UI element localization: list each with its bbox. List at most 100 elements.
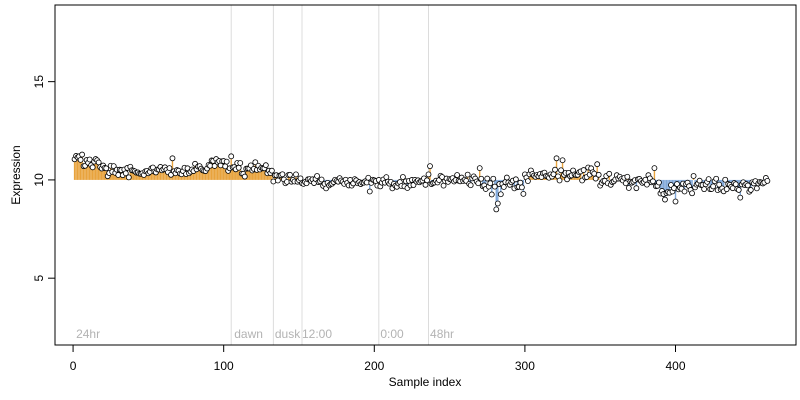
expression-point	[592, 175, 599, 182]
expression-point	[95, 159, 102, 166]
expression-point	[500, 184, 507, 190]
expression-point	[268, 167, 275, 174]
expression-point	[86, 156, 93, 163]
expression-point	[211, 163, 218, 169]
expression-point	[287, 171, 293, 178]
expression-point	[753, 185, 760, 192]
group-label: dusk	[275, 327, 301, 341]
y-axis-label: Expression	[9, 145, 23, 204]
expression-point	[475, 180, 482, 187]
expression-point	[223, 158, 230, 165]
expression-point	[425, 171, 432, 178]
expression-point	[262, 162, 269, 169]
expression-point	[488, 191, 495, 198]
expression-point	[89, 164, 96, 171]
expression-point	[606, 170, 613, 177]
expression-point	[318, 176, 325, 183]
expression-point	[625, 185, 632, 191]
expression-point	[559, 157, 566, 164]
expression-point	[744, 182, 751, 189]
expression-point	[424, 177, 430, 184]
expression-point	[279, 171, 286, 178]
expression-point	[672, 198, 679, 205]
expression-point	[656, 179, 662, 186]
x-tick-label: 200	[364, 359, 384, 373]
group-labels: 24hr dawn dusk 12:00 0:00 48hr	[76, 327, 454, 341]
expression-point	[512, 176, 519, 183]
expression-point	[494, 200, 501, 207]
expression-point	[235, 164, 242, 171]
expression-point	[237, 160, 244, 166]
y-tick-label: 10	[32, 173, 46, 187]
x-axis: 0 100 200 300 400	[70, 344, 686, 373]
expression-point	[241, 173, 248, 180]
expression-point	[293, 171, 299, 178]
expression-point	[166, 165, 173, 172]
group-label: 24hr	[76, 327, 100, 341]
expression-point	[594, 161, 601, 168]
expression-point	[662, 196, 668, 203]
expression-point	[732, 181, 739, 188]
x-tick-label: 100	[214, 359, 234, 373]
expression-point	[77, 156, 84, 163]
expression-point	[125, 174, 132, 181]
group-label: dawn	[234, 327, 263, 341]
expression-point	[705, 176, 712, 183]
expression-point	[503, 174, 510, 181]
expression-point	[467, 182, 474, 189]
expression-point	[737, 194, 744, 201]
y-tick-label: 15	[32, 75, 46, 89]
expression-point	[169, 155, 176, 162]
group-label: 0:00	[380, 327, 404, 341]
expression-point	[681, 188, 688, 195]
expression-point	[493, 206, 500, 213]
expression-point	[427, 163, 433, 170]
expression-point	[580, 167, 587, 173]
expression-point	[484, 175, 491, 182]
expression-point	[454, 172, 461, 178]
expression-point	[491, 183, 498, 190]
expression-point	[103, 165, 110, 172]
expression-point	[595, 171, 602, 178]
expression-point	[643, 181, 650, 188]
expression-point	[651, 165, 658, 172]
expression-point	[314, 173, 320, 179]
expression-point	[722, 176, 729, 183]
expression-point	[764, 177, 771, 184]
expression-point	[228, 153, 235, 160]
expression-point	[400, 174, 406, 180]
expression-point	[487, 180, 494, 187]
expression-point	[747, 187, 754, 193]
expression-point	[497, 191, 504, 198]
expression-point	[464, 171, 471, 178]
x-tick-label: 0	[70, 359, 77, 373]
data-points	[71, 151, 771, 213]
expression-point	[275, 177, 281, 184]
x-tick-label: 300	[515, 359, 535, 373]
x-tick-label: 400	[665, 359, 685, 373]
expression-point	[710, 183, 717, 190]
expression-point	[556, 177, 563, 184]
expression-point	[701, 186, 708, 193]
group-label: 48hr	[430, 327, 454, 341]
expression-point	[490, 175, 497, 182]
expression-point	[689, 190, 695, 197]
y-tick-label: 5	[32, 275, 46, 282]
expression-point	[476, 165, 483, 172]
expression-point	[122, 170, 129, 177]
expression-point	[525, 178, 531, 184]
expression-point	[478, 175, 485, 182]
expression-point	[690, 173, 697, 179]
expression-point	[723, 186, 730, 193]
expression-point	[517, 179, 524, 186]
expression-point	[624, 173, 631, 180]
expression-point	[79, 151, 86, 158]
expression-point	[297, 175, 304, 182]
expression-point	[558, 167, 564, 174]
x-axis-label: Sample index	[389, 375, 462, 389]
y-axis: 5 10 15	[32, 75, 55, 282]
expression-point	[520, 190, 527, 197]
expression-point	[713, 175, 720, 182]
expression-point	[553, 155, 560, 162]
expression-point	[674, 181, 680, 187]
